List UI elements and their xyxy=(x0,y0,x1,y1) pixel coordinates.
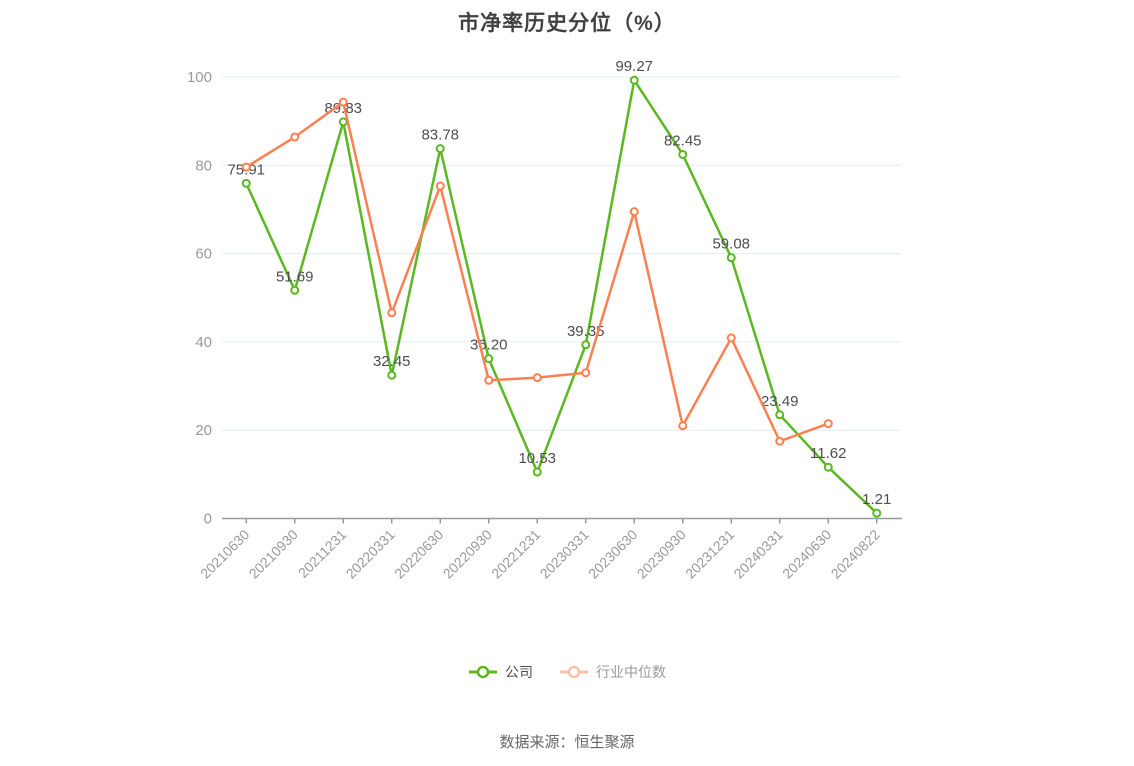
data-label: 1.21 xyxy=(862,491,891,508)
data-point xyxy=(581,368,591,378)
x-axis-tick-label: 20210930 xyxy=(246,526,302,582)
data-point xyxy=(726,253,736,263)
data-label: 23.49 xyxy=(761,393,799,410)
x-axis-tick-label: 20220630 xyxy=(391,526,447,582)
data-point xyxy=(775,436,785,446)
x-axis-tick-label: 20240331 xyxy=(731,526,787,582)
data-point xyxy=(823,462,833,472)
data-source-note: 数据来源：恒生聚源 xyxy=(499,734,635,751)
data-point xyxy=(775,410,785,420)
y-axis-tick-label: 60 xyxy=(195,246,212,263)
data-label: 51.69 xyxy=(276,268,314,285)
legend-item-company[interactable]: 公司 xyxy=(468,662,533,682)
data-point xyxy=(629,75,639,85)
data-point xyxy=(484,375,494,385)
data-point xyxy=(241,162,251,172)
y-axis-tick-label: 0 xyxy=(204,511,212,528)
data-point xyxy=(581,340,591,350)
data-label: 89.83 xyxy=(324,100,362,117)
legend-item-industry-median[interactable]: 行业中位数 xyxy=(559,662,666,682)
data-label: 99.27 xyxy=(615,58,653,75)
x-axis-tick-label: 20221231 xyxy=(488,526,544,582)
data-point xyxy=(290,285,300,295)
chart-legend: 公司 行业中位数 xyxy=(0,662,1134,682)
data-point xyxy=(290,132,300,142)
data-point xyxy=(678,149,688,159)
x-axis-tick-label: 20230630 xyxy=(585,526,641,582)
data-point xyxy=(726,333,736,343)
data-label: 36.20 xyxy=(470,337,508,354)
x-axis-tick-label: 20230930 xyxy=(634,526,690,582)
y-axis-tick-label: 20 xyxy=(195,422,212,439)
chart-title: 市净率历史分位（%） xyxy=(458,12,676,35)
legend-line-marker-icon xyxy=(469,665,497,679)
x-axis-tick-label: 20210630 xyxy=(197,526,253,582)
x-axis-tick-label: 20220331 xyxy=(343,526,399,582)
series-line-公司 xyxy=(245,78,878,515)
data-point xyxy=(823,419,833,429)
data-label: 11.62 xyxy=(810,445,846,462)
data-label: 59.08 xyxy=(712,236,750,253)
data-point xyxy=(532,467,542,477)
data-point xyxy=(872,508,882,518)
data-label: 82.45 xyxy=(664,132,702,149)
data-point xyxy=(435,144,445,154)
x-axis-tick-label: 20240630 xyxy=(779,526,835,582)
x-axis-tick-label: 20240822 xyxy=(828,526,884,582)
y-axis-tick-label: 40 xyxy=(195,334,212,351)
y-axis-tick-label: 80 xyxy=(195,157,212,174)
x-axis-tick-label: 20220930 xyxy=(440,526,496,582)
data-point xyxy=(484,354,494,364)
data-label: 32.45 xyxy=(373,353,411,370)
data-point xyxy=(387,308,397,318)
data-label: 83.78 xyxy=(421,127,459,144)
data-point xyxy=(629,207,639,217)
data-point xyxy=(435,181,445,191)
y-axis-tick-label: 100 xyxy=(187,69,212,86)
data-label: 10.53 xyxy=(518,450,556,467)
data-point xyxy=(387,370,397,380)
data-point xyxy=(532,373,542,383)
line-chart: 0204060801002021063020210930202112312022… xyxy=(187,58,902,582)
legend-line-marker-icon xyxy=(560,665,588,679)
data-point xyxy=(241,178,251,188)
legend-label-company: 公司 xyxy=(505,664,533,680)
data-point xyxy=(338,97,348,107)
data-label: 39.35 xyxy=(567,323,605,340)
data-point xyxy=(338,117,348,127)
data-point xyxy=(678,421,688,431)
x-axis-tick-label: 20231231 xyxy=(682,526,738,582)
x-axis-tick-label: 20230331 xyxy=(537,526,593,582)
legend-label-industry-median: 行业中位数 xyxy=(596,664,666,680)
x-axis-tick-label: 20211231 xyxy=(295,526,350,581)
